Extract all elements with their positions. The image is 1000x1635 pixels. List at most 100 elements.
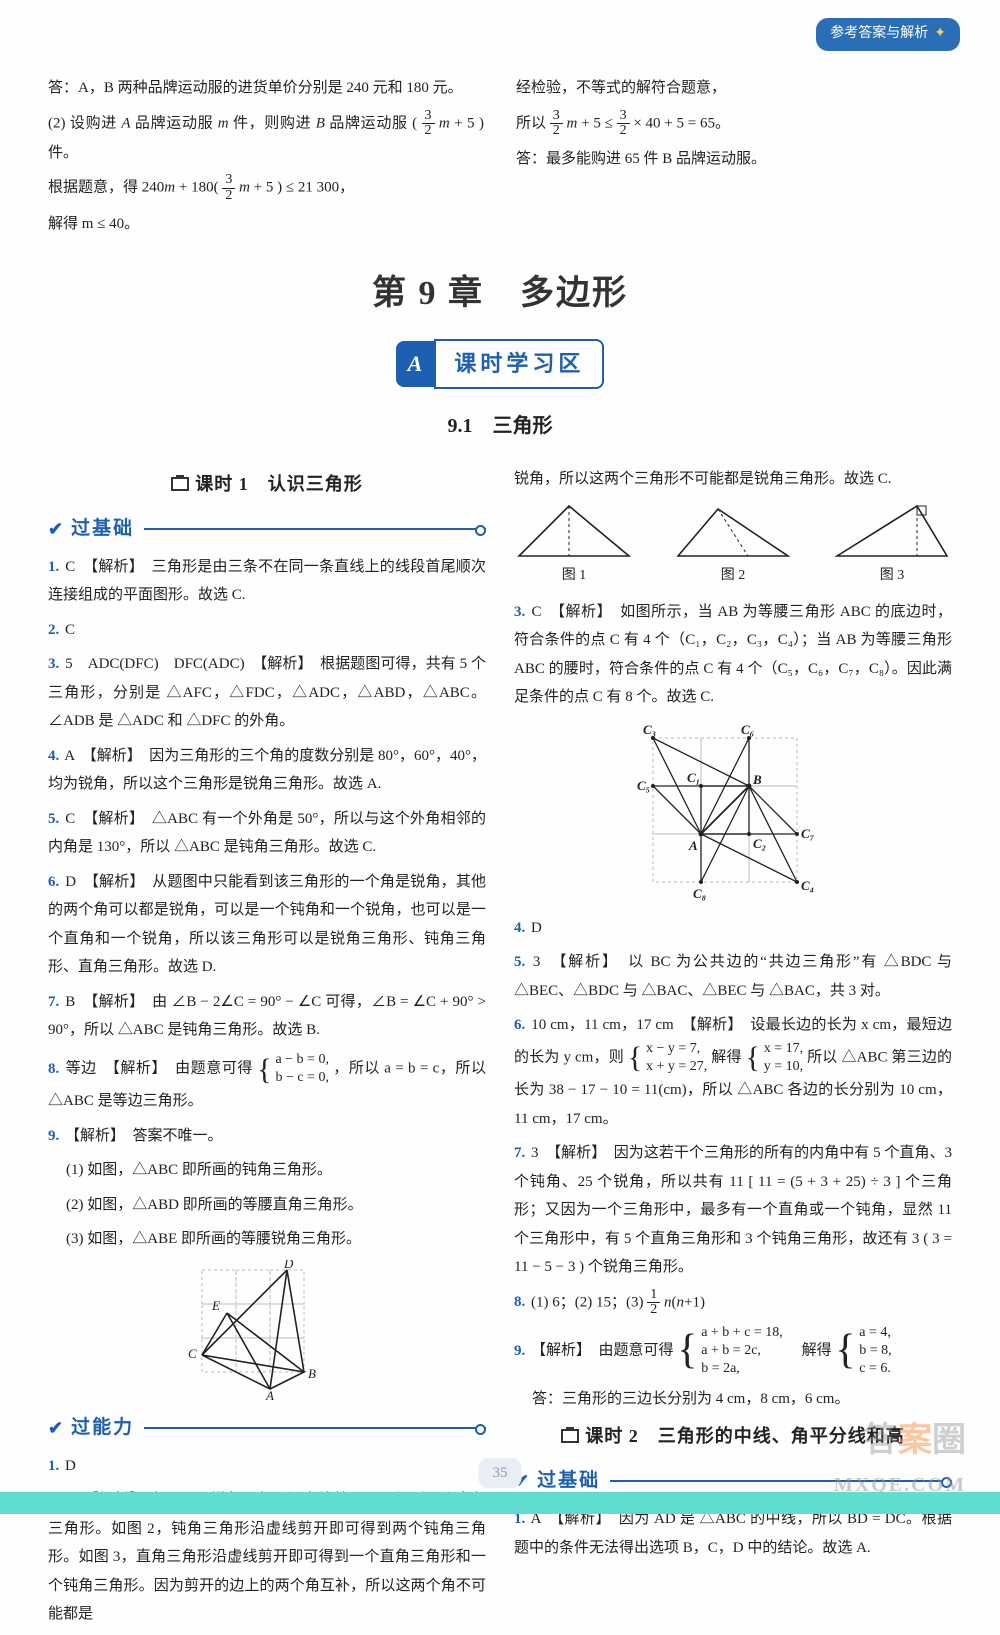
svg-text:B: B xyxy=(308,1366,316,1381)
q7: 7. B 【解析】 由 ∠B − 2∠C = 90° − ∠C 可得，∠B = … xyxy=(48,988,486,1045)
q2-text: C xyxy=(65,622,75,638)
top-l-1: 答：A，B 两种品牌运动服的进货单价分别是 240 元和 180 元。 xyxy=(48,74,484,103)
q6-text: D 【解析】 从题图中只能看到该三角形的一个角是锐角，其他的两个角可以都是锐角，… xyxy=(48,874,486,976)
lesson-1-label: 课时 1 认识三角形 xyxy=(195,474,363,494)
fig1: 图 1 xyxy=(514,501,634,590)
q9: 9. 【解析】 答案不唯一。 xyxy=(48,1122,486,1151)
bottom-stripe xyxy=(0,1492,1000,1514)
eq9b-l3: c = 6. xyxy=(859,1361,891,1376)
r-q3-text: C 【解析】 如图所示，当 AB 为等腰三角形 ABC 的底边时，符合条件的点 … xyxy=(514,604,952,706)
wm-a: 答 xyxy=(864,1422,898,1459)
r-q4-text: D xyxy=(531,920,542,936)
eq9a-l1: a + b + c = 18, xyxy=(701,1325,783,1340)
hdr-ability-label: 过能力 xyxy=(71,1410,134,1446)
svg-text:C₈: C₈ xyxy=(693,886,706,901)
top-l-2: (2) 设购进 A 品牌运动服 m 件，则购进 B 品牌运动服 ( 32 m +… xyxy=(48,109,484,168)
fig3-label: 图 3 xyxy=(832,563,952,590)
svg-text:C₄: C₄ xyxy=(801,878,814,893)
hdr-basic-label: 过基础 xyxy=(71,511,134,547)
r-q4: 4. D xyxy=(514,914,952,943)
top-r-1: 经检验，不等式的解符合题意， xyxy=(516,74,952,103)
eq9b-l2: b = 8, xyxy=(859,1343,891,1358)
zone-text: 课时学习区 xyxy=(434,339,604,389)
r-q6-eq1: { x − y = 7,x + y = 27, xyxy=(628,1040,707,1076)
ab-q1-text: D xyxy=(65,1458,76,1474)
fig2: 图 2 xyxy=(673,501,793,590)
chapter-title: 第 9 章 多边形 xyxy=(48,262,952,327)
top-r-2: 所以 32 m + 5 ≤ 32 × 40 + 5 = 65。 xyxy=(516,109,952,139)
q2: 2. C xyxy=(48,616,486,645)
r-q9-a: 【解析】 由题意可得 xyxy=(531,1343,677,1359)
svg-text:C₃: C₃ xyxy=(643,722,656,737)
hdr-basic-left: ✔ 过基础 xyxy=(48,511,486,547)
lesson-1-title: 课时 1 认识三角形 xyxy=(48,467,486,501)
fig1-label: 图 1 xyxy=(514,563,634,590)
r-q3: 3. C 【解析】 如图所示，当 AB 为等腰三角形 ABC 的底边时，符合条件… xyxy=(514,598,952,712)
r-q9-eq2: { a = 4,b = 8,c = 6. xyxy=(835,1324,891,1379)
q9-1: (1) 如图，△ABC 即所画的钝角三角形。 xyxy=(48,1156,486,1185)
q6: 6. D 【解析】 从题图中只能看到该三角形的一个角是锐角，其他的两个角可以都是… xyxy=(48,868,486,982)
header-tag: 参考答案与解析 xyxy=(816,18,960,51)
r-q9-eq1: { a + b + c = 18,a + b = 2c,b = 2a, xyxy=(677,1324,783,1379)
top-r-3: 答：最多能购进 65 件 B 品牌运动服。 xyxy=(516,145,952,174)
eq9a-l2: a + b = 2c, xyxy=(701,1343,761,1358)
zone-badge: A 课时学习区 xyxy=(48,339,952,389)
svg-text:C₆: C₆ xyxy=(741,722,755,737)
q8: 8. 等边 【解析】 由题意可得 { a − b = 0,b − c = 0, … xyxy=(48,1051,486,1116)
svg-text:C: C xyxy=(188,1346,197,1361)
q3-figure: AB C₁C₂ C₃C₄ C₅C₆ C₇C₈ xyxy=(623,718,843,908)
lesson-icon xyxy=(171,477,189,491)
eq6b-l2: y = 10, xyxy=(764,1059,803,1074)
svg-text:E: E xyxy=(211,1298,220,1313)
fig2-label: 图 2 xyxy=(673,563,793,590)
svg-text:A: A xyxy=(265,1388,274,1400)
ab-q2-cont: 锐角，所以这两个三角形不可能都是锐角三角形。故选 C. xyxy=(514,465,952,494)
left-column: 课时 1 认识三角形 ✔ 过基础 1. C 【解析】 三角形是由三条不在同一条直… xyxy=(48,461,486,1635)
q9-3: (3) 如图，△ABE 即所画的等腰锐角三角形。 xyxy=(48,1225,486,1254)
eq9b-l1: a = 4, xyxy=(859,1325,891,1340)
svg-text:C₇: C₇ xyxy=(801,826,815,841)
q9-figure: A B C D E xyxy=(182,1260,352,1400)
check-icon: ✔ xyxy=(48,512,65,546)
r-q6: 6. 10 cm，11 cm，17 cm 【解析】 设最长边的长为 x cm，最… xyxy=(514,1011,952,1133)
q4-text: A 【解析】 因为三角形的三个角的度数分别是 80°，60°，40°，均为锐角，… xyxy=(48,748,486,793)
svg-text:B: B xyxy=(752,772,762,787)
q8-eq-l1: a − b = 0, xyxy=(275,1052,329,1067)
q9-2: (2) 如图，△ABD 即所画的等腰直角三角形。 xyxy=(48,1191,486,1220)
svg-text:C₂: C₂ xyxy=(753,836,766,851)
q8-eq: { a − b = 0,b − c = 0, xyxy=(257,1051,329,1087)
mini-figures: 图 1 图 2 图 3 xyxy=(514,501,952,590)
r-q5: 5. 3 【解析】 以 BC 为公共边的“共边三角形”有 △BDC 与 △BEC… xyxy=(514,948,952,1005)
q5-text: C 【解析】 △ABC 有一个外角是 50°，所以与这个外角相邻的内角是 130… xyxy=(48,811,486,856)
r-q6-eq2: { x = 17,y = 10, xyxy=(746,1040,804,1076)
watermark-logo: 答案圈 xyxy=(864,1409,966,1474)
q9-text: 【解析】 答案不唯一。 xyxy=(65,1128,223,1144)
top-right-col: 经检验，不等式的解符合题意， 所以 32 m + 5 ≤ 32 × 40 + 5… xyxy=(516,70,952,244)
svg-text:C₅: C₅ xyxy=(637,778,650,793)
q3-text: 5 ADC(DFC) DFC(ADC) 【解析】 根据题图可得，共有 5 个三角… xyxy=(48,656,486,729)
q1: 1. C 【解析】 三角形是由三条不在同一条直线上的线段首尾顺次连接组成的平面图… xyxy=(48,553,486,610)
q3: 3. 5 ADC(DFC) DFC(ADC) 【解析】 根据题图可得，共有 5 … xyxy=(48,650,486,736)
q5: 5. C 【解析】 △ABC 有一个外角是 50°，所以与这个外角相邻的内角是 … xyxy=(48,805,486,862)
ab-q1: 1. D xyxy=(48,1452,486,1481)
lesson-2-label: 课时 2 三角形的中线、角平分线和高 xyxy=(585,1426,905,1446)
q1-text: C 【解析】 三角形是由三条不在同一条直线上的线段首尾顺次连接组成的平面图形。故… xyxy=(48,559,486,604)
r-q7: 7. 3 【解析】 因为这若干个三角形的所有的内角中有 5 个直角、3 个钝角、… xyxy=(514,1139,952,1282)
q7-text: B 【解析】 由 ∠B − 2∠C = 90° − ∠C 可得，∠B = ∠C … xyxy=(48,994,486,1039)
svg-text:D: D xyxy=(283,1260,294,1271)
r-q7-text: 3 【解析】 因为这若干个三角形的所有的内角中有 5 个直角、3 个钝角、25 … xyxy=(514,1145,952,1275)
svg-text:A: A xyxy=(688,838,698,853)
check-icon: ✔ xyxy=(48,1411,65,1445)
r-q9: 9. 【解析】 由题意可得 { a + b + c = 18,a + b = 2… xyxy=(514,1324,952,1379)
page-number: 35 xyxy=(479,1458,522,1489)
hdr-ability-left: ✔ 过能力 xyxy=(48,1410,486,1446)
prev-page-continuation: 答：A，B 两种品牌运动服的进货单价分别是 240 元和 180 元。 (2) … xyxy=(48,70,952,244)
q8-eq-l2: b − c = 0, xyxy=(275,1070,329,1085)
wm-c: 圈 xyxy=(932,1422,966,1459)
q4: 4. A 【解析】 因为三角形的三个角的度数分别是 80°，60°，40°，均为… xyxy=(48,742,486,799)
r-q6-mid: 解得 xyxy=(711,1049,745,1065)
lesson-icon xyxy=(561,1429,579,1443)
section-9-1: 9.1 三角形 xyxy=(48,407,952,445)
hdr-line xyxy=(144,1427,486,1429)
hdr-line xyxy=(144,528,486,530)
